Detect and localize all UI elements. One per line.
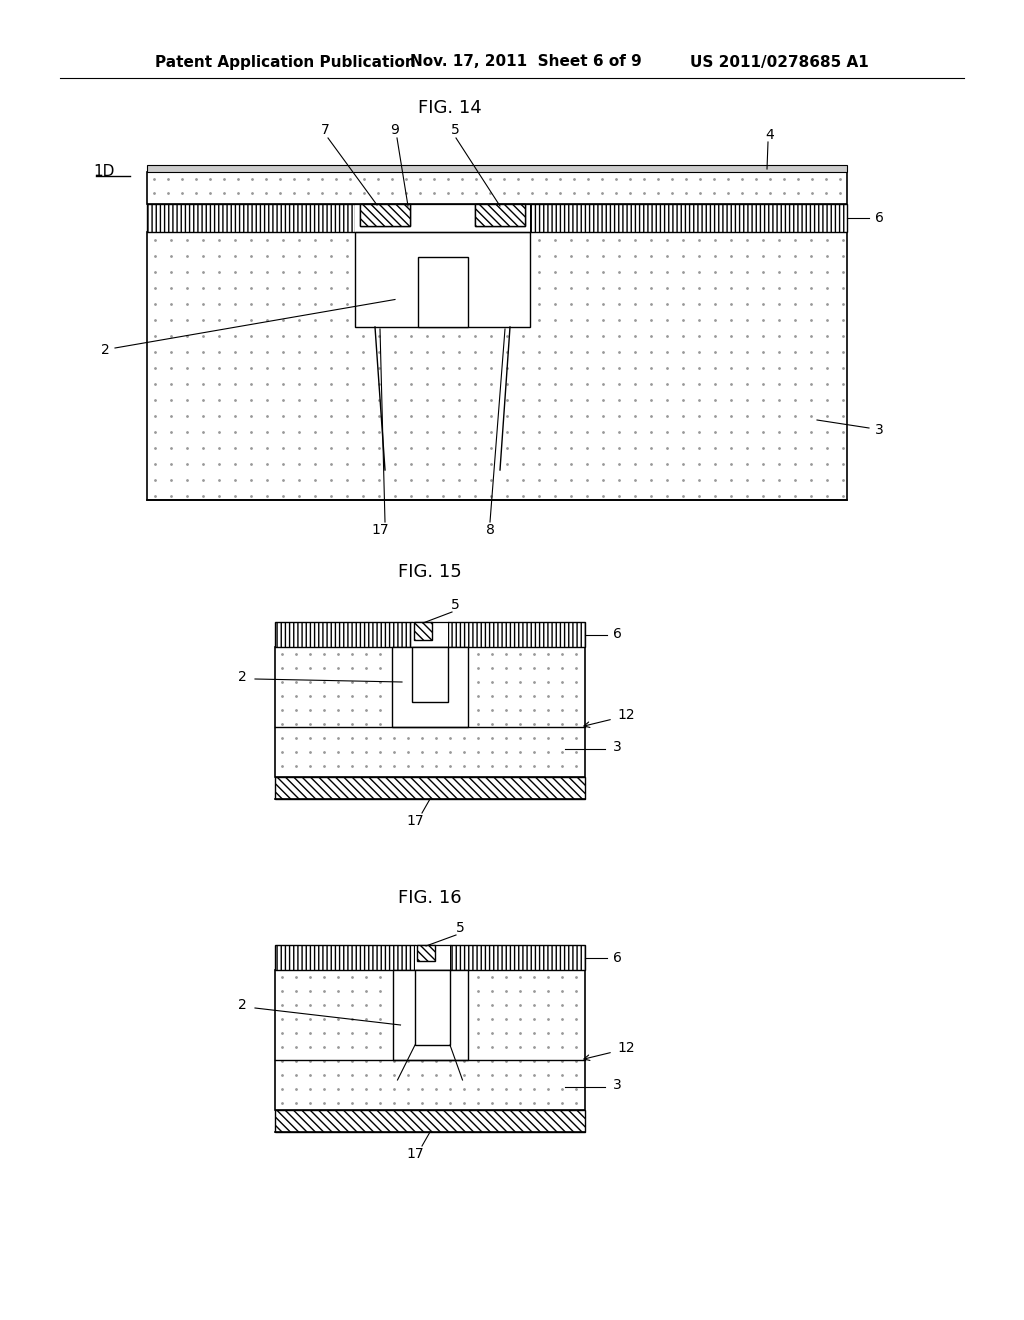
Bar xyxy=(415,945,450,970)
Text: US 2011/0278685 A1: US 2011/0278685 A1 xyxy=(690,54,868,70)
Text: 9: 9 xyxy=(390,123,399,137)
Bar xyxy=(418,257,468,327)
Bar xyxy=(475,205,525,226)
Bar xyxy=(449,622,585,647)
Text: 2: 2 xyxy=(239,998,247,1012)
Bar xyxy=(355,232,530,327)
Text: FIG. 15: FIG. 15 xyxy=(398,564,462,581)
Bar xyxy=(275,970,585,1110)
Text: 5: 5 xyxy=(456,921,464,935)
Bar xyxy=(415,970,450,1045)
Bar xyxy=(355,205,530,232)
Bar xyxy=(275,777,585,799)
Bar xyxy=(392,970,468,1060)
Text: 4: 4 xyxy=(766,128,774,143)
Bar xyxy=(450,945,585,970)
Bar xyxy=(412,647,449,702)
Text: FIG. 14: FIG. 14 xyxy=(418,99,482,117)
Text: 17: 17 xyxy=(371,523,389,537)
Bar xyxy=(275,1110,585,1133)
Bar xyxy=(147,172,847,205)
Text: 12: 12 xyxy=(617,1041,635,1055)
Bar xyxy=(360,205,410,226)
Text: 7: 7 xyxy=(321,123,330,137)
Bar xyxy=(360,205,410,226)
Bar xyxy=(275,622,412,647)
Text: 3: 3 xyxy=(613,741,622,754)
Text: 5: 5 xyxy=(451,598,460,612)
Bar xyxy=(414,622,432,640)
Text: 12: 12 xyxy=(617,708,635,722)
Text: 17: 17 xyxy=(407,1147,424,1162)
Bar xyxy=(392,647,468,727)
Text: 2: 2 xyxy=(239,671,247,684)
Text: Patent Application Publication: Patent Application Publication xyxy=(155,54,416,70)
Text: 2: 2 xyxy=(101,343,110,356)
Text: 6: 6 xyxy=(874,211,884,224)
Bar xyxy=(412,622,449,647)
Bar xyxy=(475,205,525,226)
Text: 6: 6 xyxy=(613,950,622,965)
Bar xyxy=(275,647,585,777)
Bar xyxy=(147,232,847,500)
Text: 8: 8 xyxy=(485,523,495,537)
Bar xyxy=(275,945,415,970)
Text: 3: 3 xyxy=(874,422,884,437)
Bar xyxy=(147,205,355,232)
Text: 5: 5 xyxy=(451,123,460,137)
Bar xyxy=(530,205,847,232)
Bar xyxy=(147,165,847,172)
Bar xyxy=(417,945,435,961)
Text: 1D: 1D xyxy=(93,165,115,180)
Text: 17: 17 xyxy=(407,814,424,828)
Text: FIG. 16: FIG. 16 xyxy=(398,888,462,907)
Text: Nov. 17, 2011  Sheet 6 of 9: Nov. 17, 2011 Sheet 6 of 9 xyxy=(410,54,642,70)
Text: 3: 3 xyxy=(613,1078,622,1092)
Text: 6: 6 xyxy=(613,627,622,642)
